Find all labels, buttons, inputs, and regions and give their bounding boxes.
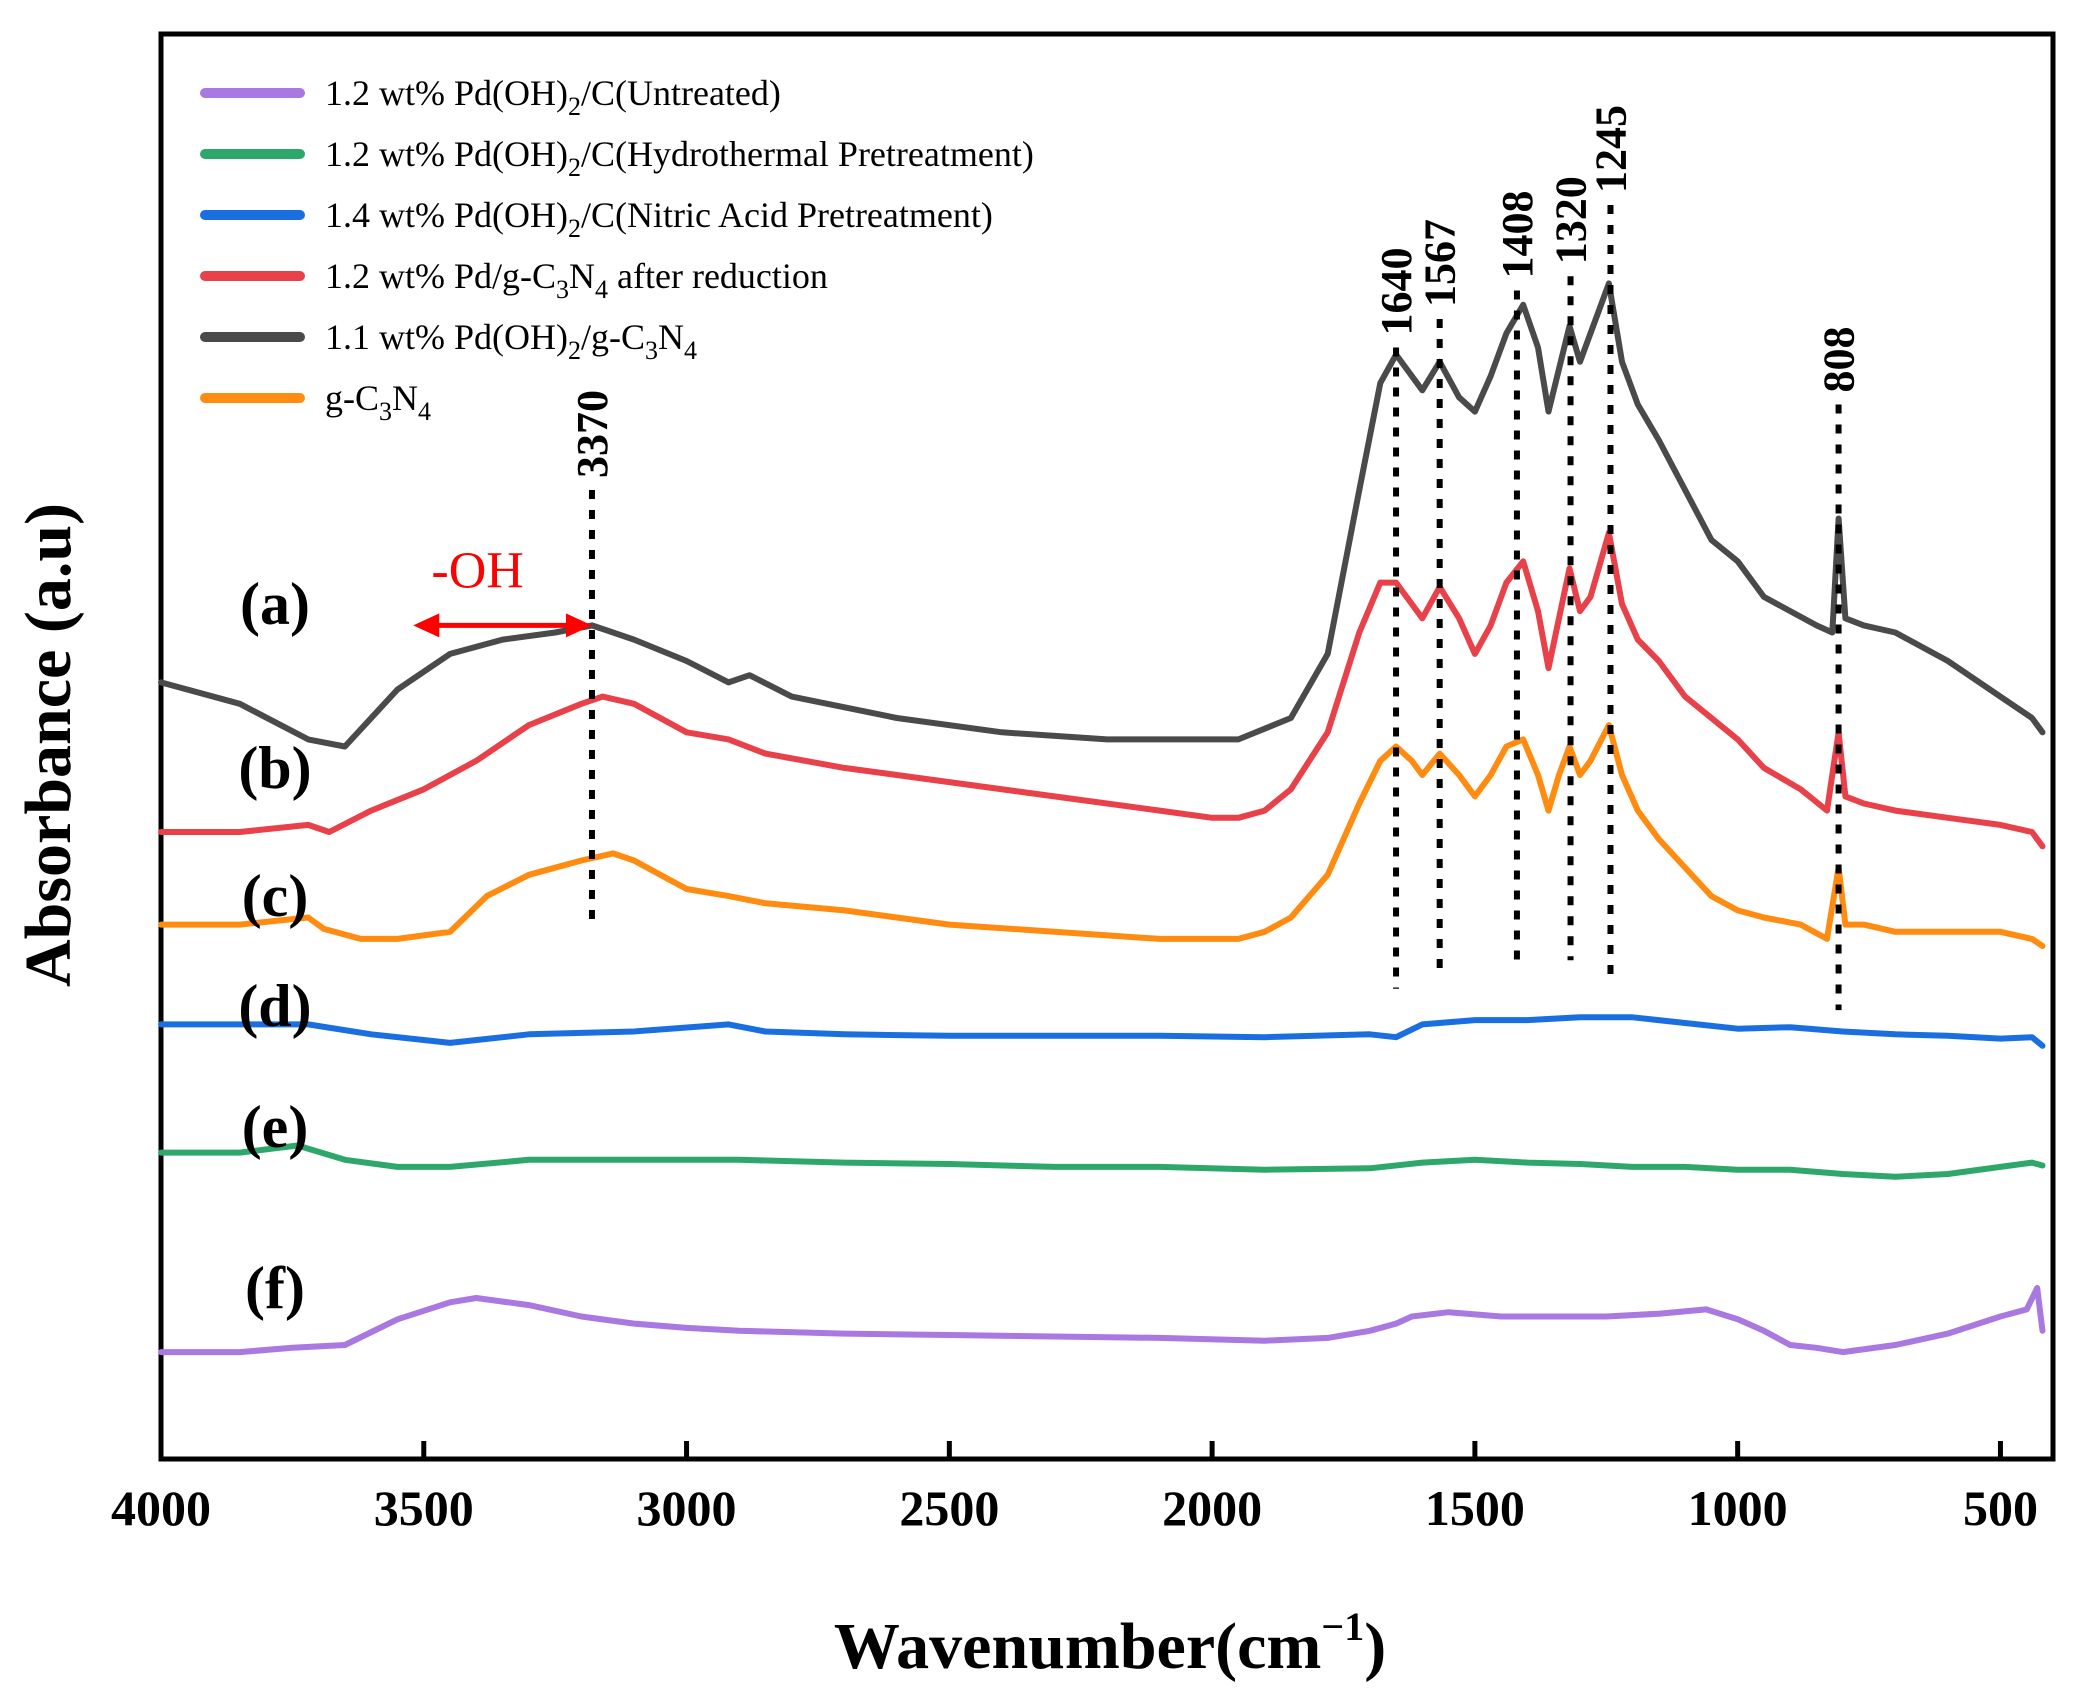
series-line-b	[158, 529, 2046, 850]
legend-entry-c: g-C3N4	[325, 378, 431, 426]
peak-label-1567: 1567	[1416, 219, 1465, 307]
curve-label-e: (e)	[242, 1094, 309, 1160]
x-tick-label: 1500	[1425, 1480, 1525, 1536]
curve-label-layer: (a) (b) (c) (d) (e) (f)	[238, 571, 311, 1321]
legend-entry-e: 1.2 wt% Pd(OH)2/C(Hydrothermal Pretreatm…	[325, 134, 1034, 182]
curve-label-a: (a)	[240, 571, 310, 637]
curve-label-d: (d)	[238, 973, 311, 1039]
x-tick-label: 1000	[1688, 1480, 1788, 1536]
oh-arrow-head-right	[565, 613, 592, 638]
legend-entry-d: 1.4 wt% Pd(OH)2/C(Nitric Acid Pretreatme…	[325, 195, 993, 243]
curve-label-b: (b)	[238, 735, 311, 801]
y-axis-title: Absorbance (a.u)	[12, 503, 85, 987]
curve-label-f: (f)	[245, 1255, 305, 1321]
curve-label-c: (c)	[242, 863, 309, 929]
x-axis-title: Wavenumber(cm−1)	[834, 1604, 1386, 1683]
legend-entry-b: 1.2 wt% Pd/g-C3N4 after reduction	[325, 256, 828, 304]
peak-label-1640: 1640	[1372, 248, 1421, 336]
legend-entry-f: 1.2 wt% Pd(OH)2/C(Untreated)	[325, 73, 781, 121]
x-axis-title-main: Wavenumber(cm	[834, 1610, 1322, 1683]
x-tick-layer: 4000 3500 3000 2500 2000 1500 1000 500	[111, 1441, 2038, 1536]
series-line-e	[158, 1142, 2046, 1180]
series-line-a	[158, 280, 2046, 750]
x-tick-label: 3500	[374, 1480, 474, 1536]
x-tick-label: 4000	[111, 1480, 211, 1536]
series-line-f	[158, 1285, 2046, 1356]
series-line-d	[158, 1014, 2046, 1049]
legend: 1.2 wt% Pd(OH)2/C(Untreated) 1.2 wt% Pd(O…	[200, 73, 1034, 426]
plot-frame	[158, 31, 2056, 1462]
oh-annotation-label: -OH	[431, 542, 523, 599]
series-layer	[158, 280, 2046, 1356]
peak-label-1245: 1245	[1586, 105, 1635, 193]
x-axis-title-superscript: −1	[1321, 1604, 1364, 1649]
peak-label-3370: 3370	[568, 390, 617, 478]
x-axis-title-end: )	[1364, 1610, 1386, 1683]
oh-arrow-head-left	[413, 613, 440, 638]
peak-label-1408: 1408	[1493, 191, 1542, 279]
x-tick-label: 500	[1963, 1480, 2038, 1536]
legend-entry-a: 1.1 wt% Pd(OH)2/g-C3N4	[325, 317, 697, 365]
x-tick-label: 2000	[1162, 1480, 1262, 1536]
series-line-c	[158, 722, 2046, 949]
x-tick-label: 2500	[899, 1480, 999, 1536]
peak-label-1320: 1320	[1547, 176, 1596, 264]
x-tick-label: 3000	[637, 1480, 737, 1536]
peak-label-808: 808	[1815, 327, 1864, 393]
